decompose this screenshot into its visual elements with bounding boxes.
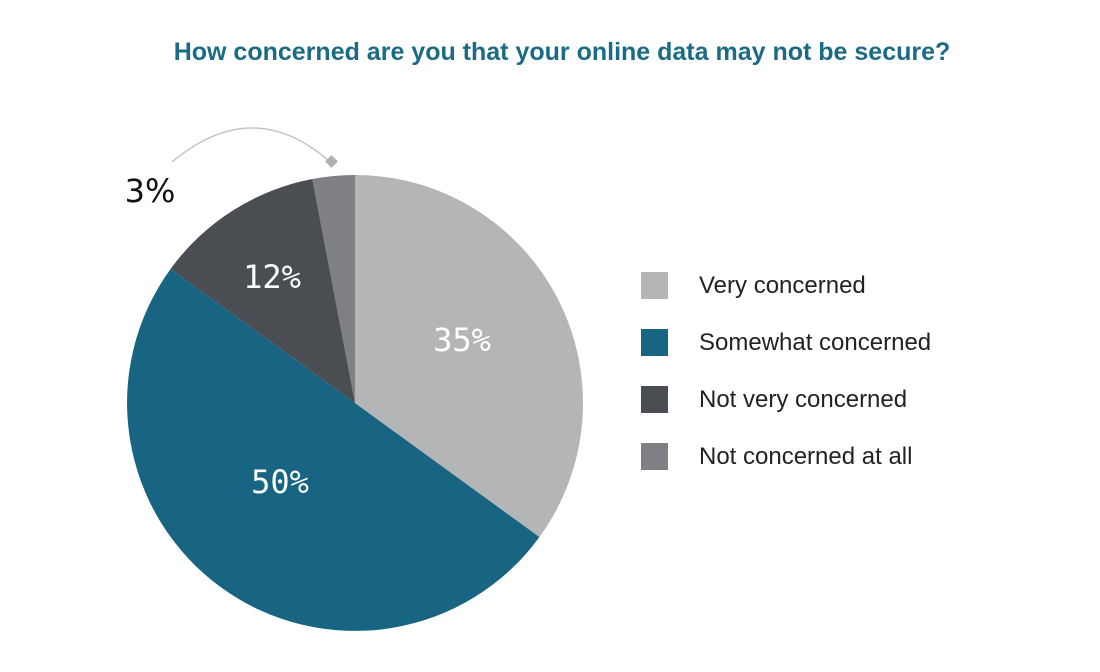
pie-slice-very-concerned bbox=[355, 175, 583, 538]
legend-item: Somewhat concerned bbox=[641, 329, 931, 356]
legend-swatch bbox=[641, 329, 668, 356]
legend: Very concerned Somewhat concerned Not very… bbox=[641, 272, 931, 500]
callout-arrow bbox=[171, 127, 329, 163]
legend-swatch bbox=[641, 272, 668, 299]
data-label: 50% bbox=[251, 463, 309, 501]
pie-slice-somewhat-concerned bbox=[127, 268, 540, 631]
legend-label: Not very concerned bbox=[699, 385, 908, 413]
legend-label: Somewhat concerned bbox=[699, 328, 932, 356]
callout-arrow-head bbox=[325, 155, 338, 168]
legend-label: Very concerned bbox=[699, 271, 866, 299]
legend-item: Very concerned bbox=[641, 272, 931, 299]
legend-label: Not concerned at all bbox=[699, 442, 913, 470]
legend-item: Not concerned at all bbox=[641, 443, 931, 470]
data-label: 35% bbox=[433, 321, 491, 359]
pie-slice-not-concerned-at-all bbox=[312, 175, 355, 403]
legend-item: Not very concerned bbox=[641, 386, 931, 413]
legend-swatch bbox=[641, 386, 668, 413]
legend-swatch bbox=[641, 443, 668, 470]
data-label: 12% bbox=[243, 258, 301, 296]
pie-slice-not-very-concerned bbox=[170, 179, 355, 403]
chart-title: How concerned are you that your online d… bbox=[173, 38, 951, 66]
data-label: 3% bbox=[125, 172, 176, 210]
